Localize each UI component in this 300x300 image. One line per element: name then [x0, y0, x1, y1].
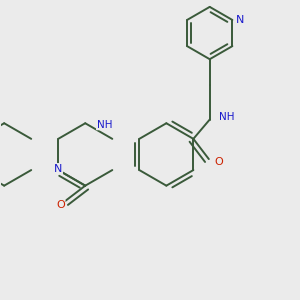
Text: O: O: [56, 200, 65, 210]
Text: O: O: [214, 157, 223, 167]
Text: N: N: [236, 15, 244, 25]
Text: NH: NH: [219, 112, 235, 122]
Text: NH: NH: [97, 120, 112, 130]
Text: N: N: [54, 164, 62, 174]
